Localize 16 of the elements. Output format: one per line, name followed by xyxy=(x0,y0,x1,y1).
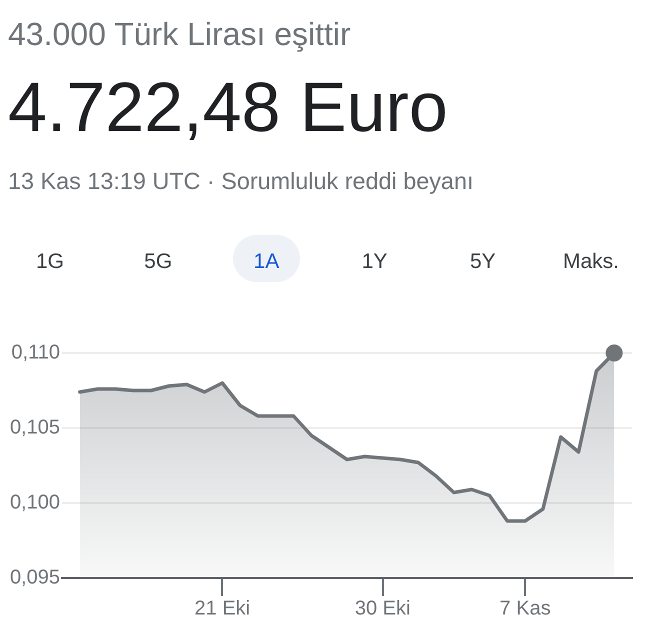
x-tick-label: 21 Eki xyxy=(194,598,250,620)
chart-title: 43.000 Türk Lirası eşittir xyxy=(8,16,351,52)
y-tick-label: 0,105 xyxy=(10,416,60,439)
text: Maks. xyxy=(562,250,620,273)
text: 1A xyxy=(254,250,280,273)
y-tick-label: 0,100 xyxy=(10,492,60,514)
text: 5Y xyxy=(470,250,496,273)
text: 1G xyxy=(36,250,64,273)
text: 5G xyxy=(144,250,172,273)
text: 1Y xyxy=(362,250,388,273)
x-tick-label: 30 Eki xyxy=(354,598,410,620)
text: 13 Kas 13:19 UTC · Sorumluluk reddi beyanı xyxy=(8,168,474,194)
y-tick-label: 0,095 xyxy=(10,566,60,589)
y-tick-label: 0,110 xyxy=(11,342,60,364)
chart-subtitle: 4.722,48 Euro xyxy=(8,68,448,146)
x-tick-label: 7 Kas xyxy=(500,598,551,620)
